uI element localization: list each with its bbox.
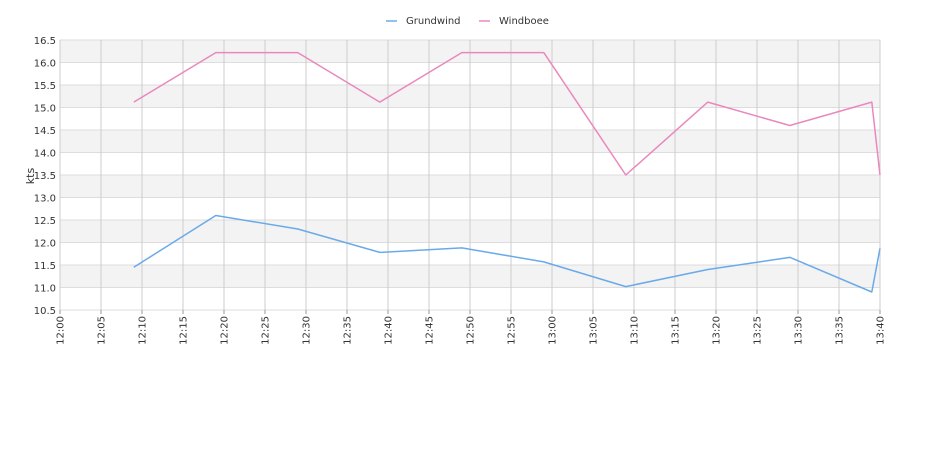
x-tick-label: 12:10 [138, 316, 149, 345]
x-tick-label: 12:25 [261, 316, 272, 345]
vertical-gridlines [59, 40, 881, 310]
x-tick-label: 13:05 [589, 316, 600, 345]
y-tick-label: 12.5 [34, 216, 56, 227]
y-tick-label: 11.5 [34, 261, 56, 272]
y-tick-label: 15.5 [34, 81, 56, 92]
y-tick-label: 16.5 [34, 36, 56, 47]
y-tick-label: 15.0 [34, 104, 56, 115]
x-tick-label: 13:10 [630, 316, 641, 345]
y-tick-label: 16.0 [34, 59, 56, 70]
legend-item-grundwind[interactable]: Grundwind [386, 16, 461, 27]
x-tick-label: 12:40 [384, 316, 395, 345]
y-axis-ticks: 10.5 11.0 11.5 12.0 12.5 13.0 13.5 14.0 14.5 15.0… [34, 36, 56, 317]
x-tick-label: 13:40 [876, 316, 887, 345]
y-tick-label: 12.0 [34, 239, 56, 250]
series-line-grundwind [133, 214, 881, 293]
x-tick-label: 13:20 [712, 316, 723, 345]
legend[interactable]: Grundwind Windboee [386, 16, 549, 27]
series-line-windboee [133, 51, 881, 176]
x-tick-label: 13:00 [548, 316, 559, 345]
y-tick-label: 14.5 [34, 126, 56, 137]
legend-label: Windboee [499, 16, 549, 27]
x-tick-label: 13:35 [835, 316, 846, 345]
x-tick-label: 12:30 [302, 316, 313, 345]
x-tick-label: 12:55 [507, 316, 518, 345]
y-tick-label: 10.5 [34, 306, 56, 317]
legend-label: Grundwind [406, 16, 461, 27]
series-layer [133, 51, 881, 293]
y-axis-label: kts [24, 168, 37, 185]
y-tick-label: 14.0 [34, 149, 56, 160]
legend-item-windboee[interactable]: Windboee [479, 16, 549, 27]
x-tick-label: 12:35 [343, 316, 354, 345]
x-tick-label: 12:05 [97, 316, 108, 345]
x-tick-label: 13:30 [794, 316, 805, 345]
x-axis-ticks: 12:00 12:05 12:10 12:15 12:20 12:25 12:30 12:35… [56, 310, 887, 345]
x-tick-label: 13:15 [671, 316, 682, 345]
y-tick-label: 11.0 [34, 284, 56, 295]
x-tick-label: 12:20 [220, 316, 231, 345]
x-tick-label: 12:45 [425, 316, 436, 345]
x-tick-label: 12:15 [179, 316, 190, 345]
x-tick-label: 12:00 [56, 316, 67, 345]
y-tick-label: 13.5 [34, 171, 56, 182]
x-tick-label: 13:25 [753, 316, 764, 345]
x-tick-label: 12:50 [466, 316, 477, 345]
y-tick-label: 13.0 [34, 194, 56, 205]
